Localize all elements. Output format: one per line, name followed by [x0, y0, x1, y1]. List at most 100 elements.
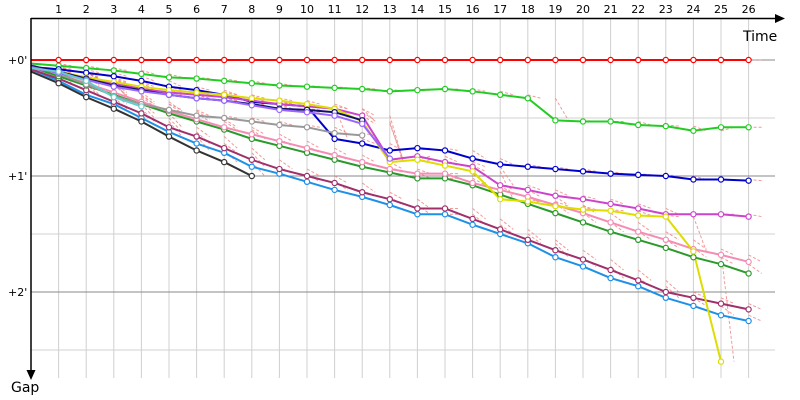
- data-point: [607, 200, 614, 208]
- gap-connector-line: [306, 100, 321, 105]
- data-point: [193, 140, 200, 147]
- gap-connector-line: [168, 103, 183, 114]
- gap-connector-line: [692, 216, 707, 252]
- gap-connector-line: [334, 103, 348, 110]
- data-point: [248, 163, 255, 170]
- gap-connector-line: [638, 210, 652, 216]
- gap-connector-line: [168, 117, 183, 133]
- data-point: [165, 106, 173, 114]
- data-point: [745, 317, 752, 325]
- data-point: [524, 186, 532, 194]
- gap-connector-line: [500, 90, 514, 96]
- y-axis-arrow-icon: [26, 370, 36, 380]
- data-point: [303, 178, 311, 185]
- gap-connector-line: [279, 133, 293, 142]
- data-point: [745, 124, 752, 131]
- data-point: [220, 144, 228, 152]
- data-point: [193, 95, 200, 102]
- data-point: [248, 156, 255, 163]
- data-point: [469, 88, 476, 95]
- data-point: [469, 215, 476, 223]
- data-point: [248, 118, 255, 125]
- data-point: [386, 165, 393, 173]
- data-point: [276, 137, 283, 145]
- gap-connector-line: [141, 69, 155, 75]
- data-point: [607, 274, 614, 282]
- data-point: [414, 156, 421, 163]
- x-tick-label: 24: [686, 3, 700, 16]
- gap-connector-line: [223, 121, 238, 131]
- data-point: [690, 248, 697, 255]
- data-point: [165, 91, 173, 99]
- data-point: [469, 168, 476, 175]
- gap-connector-line: [306, 140, 321, 149]
- data-point: [138, 110, 145, 117]
- data-point: [552, 165, 559, 173]
- x-tick-label: 22: [631, 3, 645, 16]
- gap-connector-line: [168, 113, 183, 128]
- data-point: [552, 202, 559, 210]
- x-tick-label: 3: [110, 3, 117, 16]
- x-tick-label: 7: [221, 3, 228, 16]
- data-point: [552, 209, 559, 217]
- gap-connector-line: [610, 259, 624, 271]
- gap-connector-line: [499, 224, 514, 235]
- gap-connector-line: [334, 147, 348, 156]
- data-point: [579, 219, 587, 226]
- gap-connector-line: [196, 86, 210, 91]
- gap-connector-line: [334, 175, 348, 184]
- gap-connector-line: [472, 208, 486, 220]
- data-point: [635, 228, 642, 235]
- data-point: [303, 108, 311, 116]
- data-point: [165, 74, 173, 81]
- gap-connector-line: [223, 136, 238, 149]
- gap-connector-line: [499, 158, 514, 165]
- data-point: [414, 144, 421, 152]
- data-point: [220, 77, 228, 85]
- data-point: [414, 86, 421, 94]
- gap-connector-line: [748, 263, 762, 274]
- gap-connector-line: [555, 196, 569, 206]
- data-point: [497, 182, 504, 189]
- gap-connector-line: [444, 155, 459, 163]
- x-tick-label: 21: [604, 3, 618, 16]
- gap-connector-line: [389, 191, 404, 200]
- x-tick-label: 12: [355, 3, 369, 16]
- gap-connector-line: [720, 305, 735, 316]
- data-point: [303, 56, 311, 64]
- gap-connector-line: [748, 254, 762, 263]
- gap-connector-line: [141, 92, 155, 103]
- data-point: [635, 56, 642, 64]
- data-point: [524, 95, 532, 102]
- gap-connector-line: [361, 108, 376, 117]
- gap-connector-line: [472, 177, 486, 186]
- data-point: [469, 221, 476, 228]
- data-point: [552, 192, 559, 199]
- gap-connector-line: [361, 182, 376, 193]
- data-point: [717, 260, 725, 268]
- gap-connector-line: [279, 159, 293, 170]
- data-point: [497, 91, 504, 99]
- gap-connector-line: [720, 251, 735, 362]
- data-point: [469, 155, 476, 162]
- gap-connector-line: [554, 98, 569, 121]
- gap-connector-line: [251, 161, 266, 177]
- data-point: [276, 82, 283, 89]
- data-point: [331, 186, 338, 194]
- data-point: [276, 106, 283, 114]
- gap-connector-line: [389, 123, 404, 159]
- data-point: [717, 251, 725, 259]
- y-tick-label: +0': [8, 54, 27, 67]
- data-point: [303, 172, 311, 180]
- data-point: [552, 254, 559, 261]
- data-point: [165, 124, 173, 131]
- data-point: [331, 112, 338, 119]
- data-point: [524, 163, 532, 170]
- data-point: [717, 176, 725, 183]
- gap-connector-line: [693, 239, 707, 250]
- data-point: [138, 77, 145, 85]
- data-point: [745, 213, 752, 220]
- data-point: [138, 118, 145, 125]
- x-tick-label: 15: [438, 3, 452, 16]
- gap-connector-line: [251, 147, 266, 161]
